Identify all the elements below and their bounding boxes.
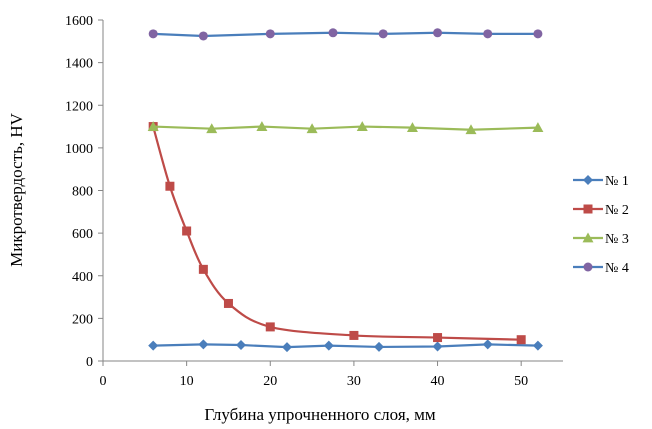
series-1-line [153, 343, 538, 349]
legend-label: № 4 [605, 261, 629, 276]
legend-item-1: № 1 [573, 174, 629, 189]
x-tick-label: 40 [431, 374, 445, 389]
legend-item-3: № 3 [573, 232, 629, 247]
series-4-point [148, 29, 158, 39]
series-4-point [433, 28, 443, 38]
series-3-point [256, 121, 268, 131]
series-3 [147, 121, 544, 135]
series-4-point [198, 31, 208, 41]
series-1 [148, 339, 543, 353]
y-tick-label: 1600 [65, 14, 93, 29]
legend-item-2: № 2 [573, 203, 629, 218]
series-2-point [516, 335, 526, 345]
legend-item-4: № 4 [573, 261, 629, 276]
y-ticks: 0 200 400 600 800 1000 1200 1400 1600 [65, 14, 103, 370]
series-1-point [148, 340, 159, 351]
series-3-line [153, 125, 538, 131]
series-4-point [533, 29, 543, 39]
series-1-point [482, 339, 493, 350]
series-2-point [223, 298, 233, 308]
x-tick-label: 20 [263, 374, 277, 389]
series-4-point [328, 28, 338, 38]
series-2-point [165, 181, 175, 191]
series-2-point [182, 226, 192, 236]
series-1-point [532, 340, 543, 351]
series-2-point [265, 322, 275, 332]
series-1-point [323, 340, 334, 351]
legend-marker [583, 262, 593, 272]
y-axis-title: Микротвердость, HV [7, 112, 26, 267]
x-tick-label: 50 [514, 374, 528, 389]
series-1-point [236, 340, 246, 351]
y-tick-label: 1200 [65, 99, 93, 114]
x-tick-label: 10 [180, 374, 194, 389]
y-tick-label: 1400 [65, 57, 93, 72]
legend-marker [583, 175, 593, 185]
series-2-line [152, 126, 522, 341]
y-tick-label: 200 [72, 312, 93, 327]
legend-marker [583, 204, 593, 214]
series-3-point [465, 124, 477, 135]
axes: 0 200 400 600 800 1000 1200 1400 1600 0 10 20 30 40 5… [65, 14, 563, 389]
series-layer [147, 28, 544, 353]
legend-marker [582, 232, 594, 243]
series-3-point [406, 122, 418, 133]
series-3-point [306, 123, 318, 134]
y-tick-label: 0 [86, 355, 93, 370]
y-tick-label: 400 [72, 270, 93, 285]
x-ticks: 0 10 20 30 40 50 [100, 361, 528, 389]
legend-label: № 3 [605, 232, 629, 247]
legend-label: № 1 [605, 174, 629, 189]
x-tick-label: 0 [100, 374, 107, 389]
y-tick-label: 600 [72, 227, 93, 242]
series-3-point [206, 123, 218, 134]
series-3-point [147, 121, 159, 131]
series-1-point [198, 339, 209, 350]
y-tick-label: 1000 [65, 142, 93, 157]
series-1-point [374, 341, 384, 352]
series-4 [148, 28, 543, 41]
y-tick-label: 800 [72, 185, 93, 200]
series-4-line [153, 31, 538, 38]
series-4-point [378, 29, 388, 39]
series-2-point [433, 333, 443, 343]
series-1-point [282, 342, 292, 353]
series-3-point [532, 122, 544, 133]
x-axis-title: Глубина упрочненного слоя, мм [204, 405, 436, 424]
series-2-point [349, 330, 359, 340]
legend-label: № 2 [605, 203, 629, 218]
series-4-point [483, 29, 493, 39]
series-1-point [432, 341, 443, 352]
legend: № 1 № 2 № 3 № 4 [573, 174, 629, 276]
series-4-point [265, 29, 275, 39]
x-tick-label: 30 [347, 374, 361, 389]
series-3-point [356, 121, 368, 131]
series-2-point [198, 264, 208, 274]
series-2 [148, 122, 526, 345]
